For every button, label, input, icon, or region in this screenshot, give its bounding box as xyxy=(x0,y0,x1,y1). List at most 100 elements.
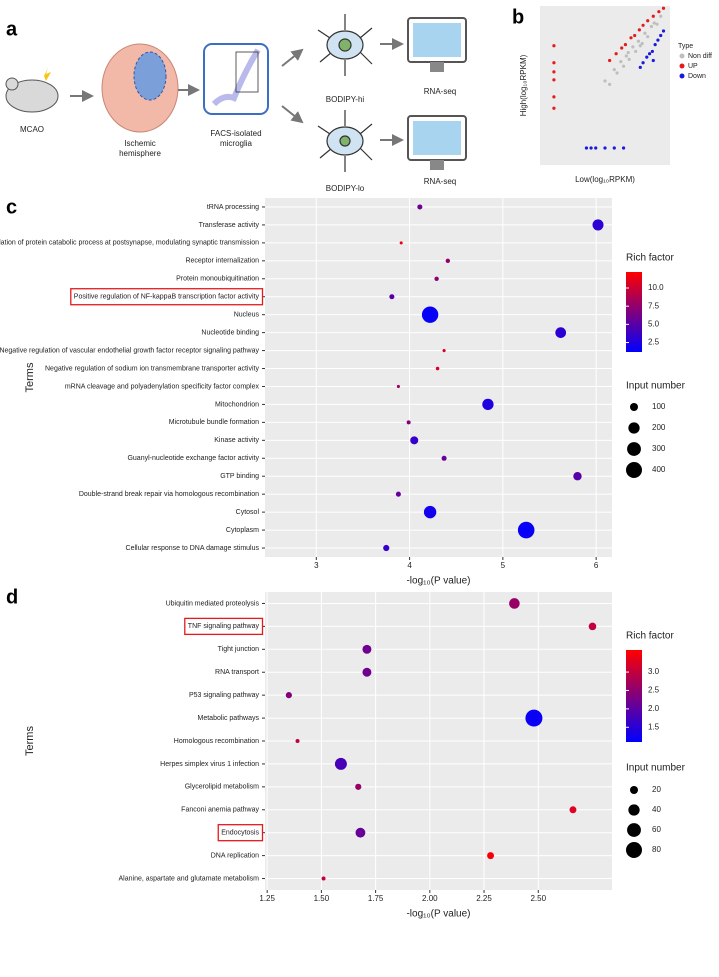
colorbar xyxy=(626,272,642,352)
group-label: BODIPY-hi xyxy=(326,95,365,104)
y-tick-label: RNA transport xyxy=(215,669,259,676)
point xyxy=(633,33,637,38)
colorbar-label: 5.0 xyxy=(648,319,660,328)
point xyxy=(640,41,644,46)
size-legend-marker xyxy=(630,403,638,411)
y-axis-title: High(log₁₀RPKM) xyxy=(519,54,528,116)
bubble xyxy=(509,598,520,609)
mouse-icon xyxy=(5,79,59,113)
bubble xyxy=(482,398,494,411)
size-legend-marker xyxy=(628,804,640,816)
x-tick-label: 2.50 xyxy=(530,894,546,903)
bubble xyxy=(383,544,390,552)
y-tick-label: Negative regulation of sodium ion transm… xyxy=(45,365,259,372)
legend-label: Non diff xyxy=(688,53,712,60)
y-tick-label: Transferase activity xyxy=(199,222,260,229)
point xyxy=(603,79,607,83)
point xyxy=(631,45,635,49)
lightning-icon xyxy=(44,68,51,81)
point xyxy=(626,50,630,55)
bubble xyxy=(569,806,577,814)
output-label: RNA-seq xyxy=(424,87,456,96)
point xyxy=(647,52,652,56)
point xyxy=(552,78,556,82)
y-tick-label: Receptor internalization xyxy=(185,258,259,265)
y-tick-label: P53 signaling pathway xyxy=(189,692,260,699)
point xyxy=(612,146,616,150)
point xyxy=(627,57,631,61)
point xyxy=(634,49,638,54)
size-legend-label: 20 xyxy=(652,785,661,794)
bubble xyxy=(396,384,400,389)
point xyxy=(657,10,661,14)
point xyxy=(656,38,660,42)
bubble xyxy=(389,294,395,300)
point xyxy=(552,44,556,48)
y-tick-label: Cytoplasm xyxy=(226,527,259,534)
bubble xyxy=(406,420,411,425)
colorbar-label: 2.5 xyxy=(648,686,660,695)
size-legend-label: 40 xyxy=(652,805,661,814)
bubble xyxy=(362,667,372,677)
y-tick-label: Guanyl-nucleotide exchange factor activi… xyxy=(127,455,259,462)
bubble xyxy=(423,505,437,519)
bubble xyxy=(445,258,451,264)
x-tick-label: 3 xyxy=(314,561,319,570)
bubble xyxy=(592,219,604,231)
arrow xyxy=(281,48,304,67)
y-tick-label: Protein monoubiquitination xyxy=(176,276,259,283)
panel-label: d xyxy=(6,586,18,608)
point xyxy=(629,36,633,40)
x-axis-title: Low(log₁₀RPKM) xyxy=(575,175,635,184)
bubble xyxy=(588,622,597,631)
point xyxy=(638,65,642,69)
y-tick-label: Fanconi anemia pathway xyxy=(181,807,259,814)
bubble xyxy=(395,491,401,497)
bubble xyxy=(487,852,495,860)
x-tick-label: 2.00 xyxy=(422,894,438,903)
panel-label: c xyxy=(6,196,17,218)
legend-marker xyxy=(679,53,685,59)
point xyxy=(653,43,657,47)
bubble xyxy=(285,692,292,699)
size-legend-label: 200 xyxy=(652,423,666,432)
y-tick-label: Microtubule bundle formation xyxy=(169,419,259,426)
group-label: BODIPY-lo xyxy=(326,184,365,193)
x-tick-label: 1.50 xyxy=(314,894,330,903)
bubble xyxy=(410,436,419,445)
point xyxy=(652,21,656,25)
mouse-ear xyxy=(5,77,19,91)
y-tick-label: Positive regulation of NF-kappaB transcr… xyxy=(74,294,260,301)
highlight-box xyxy=(184,617,264,636)
legend-title: Type xyxy=(678,43,693,50)
colorbar-label: 7.5 xyxy=(648,301,660,310)
y-tick-label: Herpes simplex virus 1 infection xyxy=(160,761,259,768)
legend-title: Input number xyxy=(626,763,686,774)
point xyxy=(646,35,650,39)
y-tick-label: Glycerolipid metabolism xyxy=(185,784,259,791)
y-tick-label: Nucleotide binding xyxy=(201,329,259,336)
point xyxy=(643,31,647,35)
size-legend-label: 80 xyxy=(652,845,661,854)
y-tick-label: Cellular response to DNA damage stimulus xyxy=(126,545,260,552)
x-tick-label: 1.25 xyxy=(259,894,275,903)
facs-cloud xyxy=(211,48,261,107)
y-axis-title: Terms xyxy=(24,726,36,756)
size-legend-marker xyxy=(626,842,642,858)
y-tick-label: Alanine, aspartate and glutamate metabol… xyxy=(119,875,260,882)
x-tick-label: 2.25 xyxy=(476,894,492,903)
size-legend-marker xyxy=(626,462,642,478)
legend-marker xyxy=(679,63,685,69)
step-label: microglia xyxy=(220,139,253,148)
size-legend-marker xyxy=(627,442,641,456)
colorbar-label: 3.0 xyxy=(648,667,660,676)
bubble xyxy=(573,472,582,481)
size-legend-marker xyxy=(630,786,638,794)
point xyxy=(661,29,666,33)
point xyxy=(661,6,666,10)
point xyxy=(594,146,598,150)
highlight-box xyxy=(70,288,264,306)
x-axis-title: -log₁₀(P value) xyxy=(406,576,470,587)
bubble xyxy=(421,306,439,323)
plot-background xyxy=(265,198,612,557)
